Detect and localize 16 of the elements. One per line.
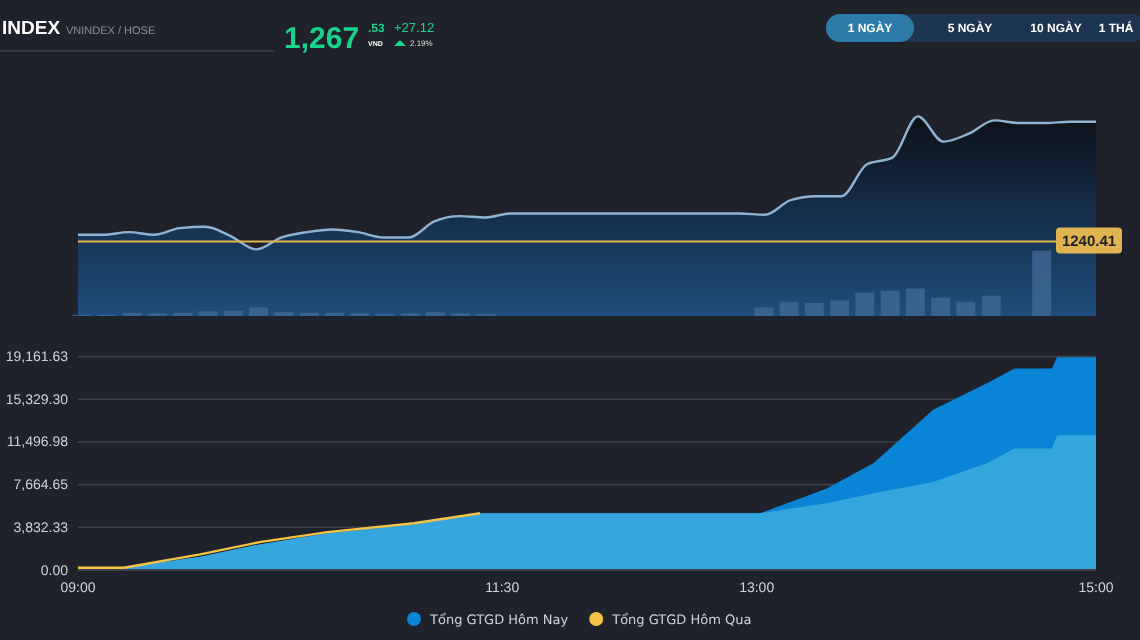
bar: [880, 290, 900, 316]
text: 1,267: [284, 22, 360, 56]
bar: [830, 300, 850, 316]
bar: [249, 307, 269, 316]
bar: [931, 297, 951, 316]
bar: [223, 310, 243, 316]
bar: [754, 307, 774, 316]
bar: [956, 301, 976, 316]
bar: [804, 302, 824, 316]
bar: [905, 288, 925, 316]
bar: [1032, 250, 1052, 316]
bar: [855, 292, 875, 316]
line-series: [76, 512, 482, 569]
chart-title: INDEX: [2, 18, 62, 40]
bar: [779, 301, 799, 316]
bar: [981, 295, 1001, 316]
